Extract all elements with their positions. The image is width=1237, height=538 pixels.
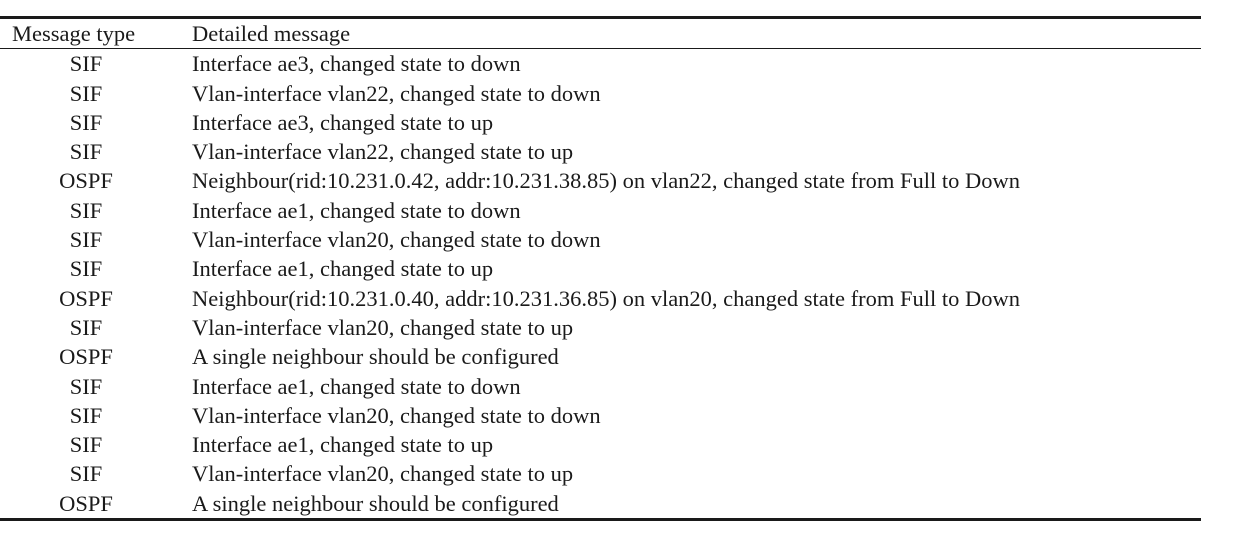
message-type-cell: OSPF — [59, 168, 113, 194]
detailed-message-cell: Interface ae3, changed state to down — [192, 51, 521, 77]
header-row: Message type Detailed message — [0, 17, 1201, 49]
message-type-cell: SIF — [69, 197, 103, 223]
message-type-cell: SIF — [69, 432, 103, 458]
detailed-message-cell: Vlan-interface vlan22, changed state to … — [192, 80, 601, 106]
table-row: SIF Interface ae1, changed state to up — [0, 430, 1201, 459]
header-message-type: Message type — [12, 21, 136, 46]
message-type-cell: SIF — [69, 80, 103, 106]
message-type-cell: SIF — [69, 109, 103, 135]
message-type-cell: SIF — [69, 51, 103, 77]
message-type-cell: SIF — [69, 227, 103, 253]
table-row: SIF Interface ae3, changed state to down — [0, 49, 1201, 79]
message-table-container: Message type Detailed message SIF Interf… — [0, 16, 1201, 521]
table-row: SIF Interface ae1, changed state to down — [0, 196, 1201, 225]
detailed-message-cell: Vlan-interface vlan22, changed state to … — [192, 139, 574, 165]
detailed-message-cell: A single neighbour should be configured — [192, 344, 559, 370]
header-detailed-message: Detailed message — [192, 21, 351, 46]
table-row: SIF Vlan-interface vlan22, changed state… — [0, 137, 1201, 166]
table-row: SIF Interface ae1, changed state to up — [0, 254, 1201, 283]
table-row: OSPF A single neighbour should be config… — [0, 342, 1201, 371]
table-row: SIF Vlan-interface vlan20, changed state… — [0, 225, 1201, 254]
message-type-cell: SIF — [69, 256, 103, 282]
table-row: SIF Vlan-interface vlan20, changed state… — [0, 401, 1201, 430]
table-header: Message type Detailed message — [0, 17, 1201, 49]
message-type-cell: SIF — [69, 139, 103, 165]
detailed-message-cell: A single neighbour should be configured — [192, 490, 559, 516]
detailed-message-cell: Vlan-interface vlan20, changed state to … — [192, 461, 574, 487]
detailed-message-cell: Interface ae1, changed state to down — [192, 373, 521, 399]
table-row: SIF Interface ae1, changed state to down — [0, 372, 1201, 401]
table-row: OSPF A single neighbour should be config… — [0, 489, 1201, 520]
table-body: SIF Interface ae3, changed state to down… — [0, 49, 1201, 520]
message-type-cell: SIF — [69, 314, 103, 340]
detailed-message-cell: Interface ae3, changed state to up — [192, 109, 494, 135]
table-row: OSPF Neighbour(rid:10.231.0.42, addr:10.… — [0, 166, 1201, 195]
detailed-message-cell: Interface ae1, changed state to up — [192, 432, 494, 458]
detailed-message-cell: Neighbour(rid:10.231.0.42, addr:10.231.3… — [192, 168, 1020, 194]
message-type-cell: SIF — [69, 402, 103, 428]
table-row: OSPF Neighbour(rid:10.231.0.40, addr:10.… — [0, 284, 1201, 313]
message-type-cell: OSPF — [59, 490, 113, 516]
detailed-message-cell: Interface ae1, changed state to down — [192, 197, 521, 223]
message-table: Message type Detailed message SIF Interf… — [0, 16, 1201, 521]
message-type-cell: OSPF — [59, 285, 113, 311]
detailed-message-cell: Neighbour(rid:10.231.0.40, addr:10.231.3… — [192, 285, 1020, 311]
table-row: SIF Interface ae3, changed state to up — [0, 108, 1201, 137]
detailed-message-cell: Interface ae1, changed state to up — [192, 256, 494, 282]
table-row: SIF Vlan-interface vlan22, changed state… — [0, 79, 1201, 108]
detailed-message-cell: Vlan-interface vlan20, changed state to … — [192, 402, 601, 428]
table-row: SIF Vlan-interface vlan20, changed state… — [0, 313, 1201, 342]
detailed-message-cell: Vlan-interface vlan20, changed state to … — [192, 227, 601, 253]
table-row: SIF Vlan-interface vlan20, changed state… — [0, 459, 1201, 488]
message-type-cell: SIF — [69, 373, 103, 399]
message-type-cell: OSPF — [59, 344, 113, 370]
message-type-cell: SIF — [69, 461, 103, 487]
detailed-message-cell: Vlan-interface vlan20, changed state to … — [192, 314, 574, 340]
